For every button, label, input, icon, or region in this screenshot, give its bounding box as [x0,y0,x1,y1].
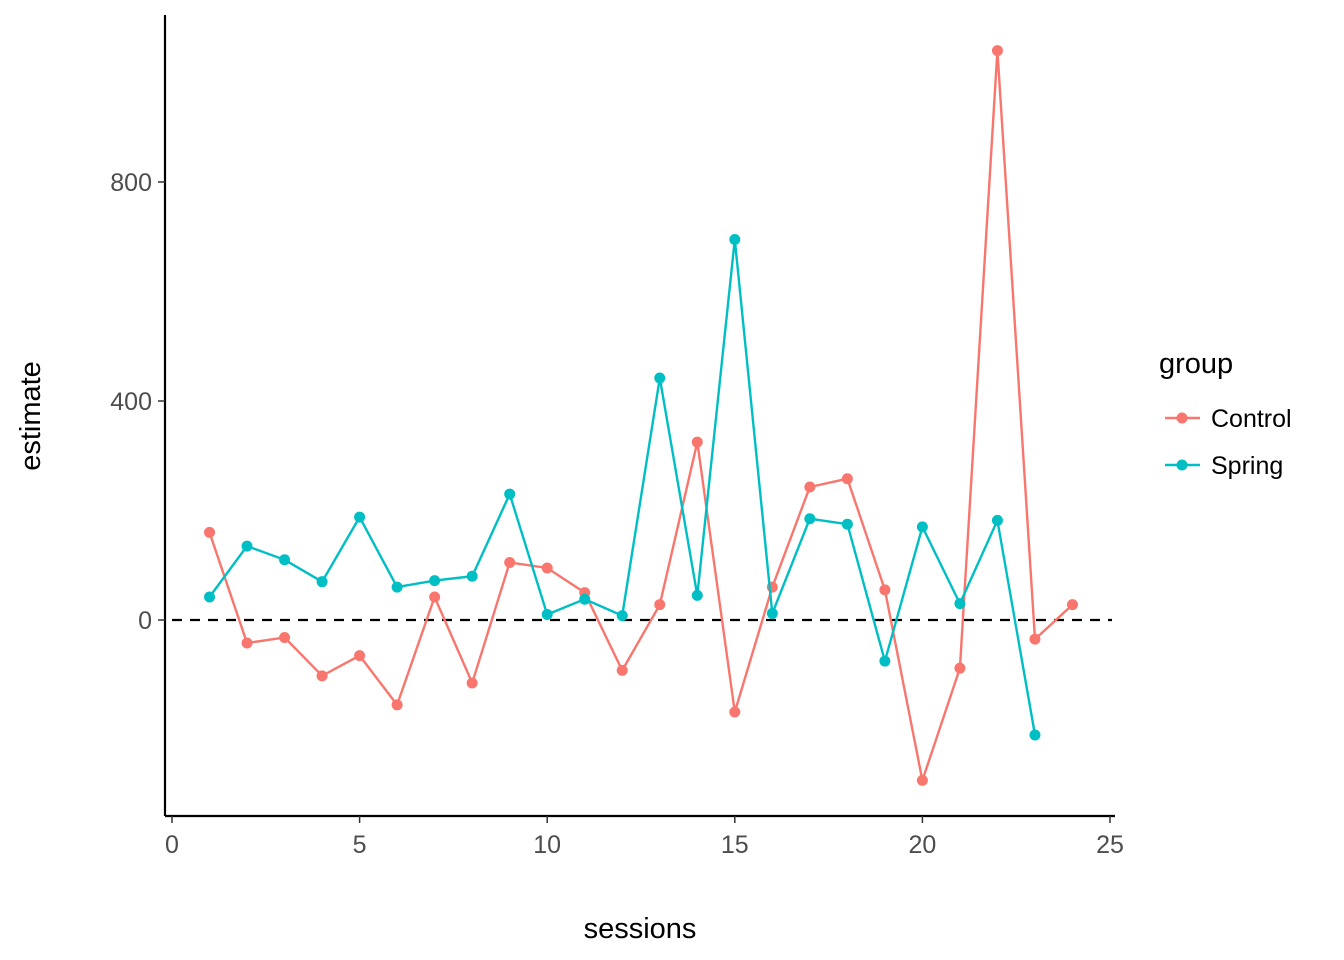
series-layer [204,45,1078,786]
legend-key-point-control [1177,413,1188,424]
data-point-control [729,706,740,717]
data-point-spring [879,656,890,667]
data-point-control [504,557,515,568]
series-line-spring [210,240,1036,736]
data-point-control [692,437,703,448]
data-point-control [429,592,440,603]
data-point-control [654,599,665,610]
data-point-control [917,775,928,786]
data-point-spring [429,575,440,586]
data-point-spring [1029,729,1040,740]
data-point-spring [617,610,628,621]
data-point-spring [504,489,515,500]
data-point-spring [579,594,590,605]
data-point-control [954,663,965,674]
y-tick-label: 800 [110,169,152,197]
legend-label-spring: Spring [1211,452,1283,480]
data-point-control [242,637,253,648]
data-point-control [354,650,365,661]
data-point-spring [917,521,928,532]
data-point-control [542,562,553,573]
data-point-control [467,677,478,688]
data-point-spring [804,513,815,524]
data-point-spring [392,582,403,593]
data-point-control [1029,634,1040,645]
data-point-spring [242,541,253,552]
data-point-spring [729,234,740,245]
x-tick-label: 15 [721,831,749,859]
y-tick-label: 400 [110,388,152,416]
data-point-control [879,584,890,595]
x-tick-label: 5 [353,831,367,859]
legend-title: group [1159,348,1233,380]
data-point-control [1067,599,1078,610]
x-axis-title: sessions [584,913,697,945]
legend-key-point-spring [1177,460,1188,471]
data-point-spring [954,598,965,609]
data-point-control [317,670,328,681]
data-point-spring [842,519,853,530]
data-point-spring [654,373,665,384]
ticks-layer: 0 5 10 15 20 25 0 400 800 [110,169,1124,859]
y-axis-title: estimate [15,361,47,471]
y-tick-label: 0 [138,607,152,635]
legend-label-control: Control [1211,405,1292,433]
data-point-control [804,481,815,492]
data-point-spring [767,608,778,619]
data-point-spring [317,576,328,587]
data-point-spring [279,554,290,565]
x-tick-label: 10 [533,831,561,859]
legend: group Control Spring [1159,348,1292,480]
x-tick-label: 0 [165,831,179,859]
series-line-control [210,51,1073,781]
data-point-spring [467,571,478,582]
x-tick-label: 20 [908,831,936,859]
data-point-spring [992,515,1003,526]
data-point-spring [204,592,215,603]
data-point-spring [692,590,703,601]
data-point-control [279,632,290,643]
x-tick-label: 25 [1096,831,1124,859]
data-point-control [842,473,853,484]
data-point-control [617,665,628,676]
data-point-spring [542,609,553,620]
data-point-spring [354,512,365,523]
data-point-control [992,45,1003,56]
axes-layer [165,15,1115,816]
data-point-control [392,699,403,710]
data-point-control [204,527,215,538]
